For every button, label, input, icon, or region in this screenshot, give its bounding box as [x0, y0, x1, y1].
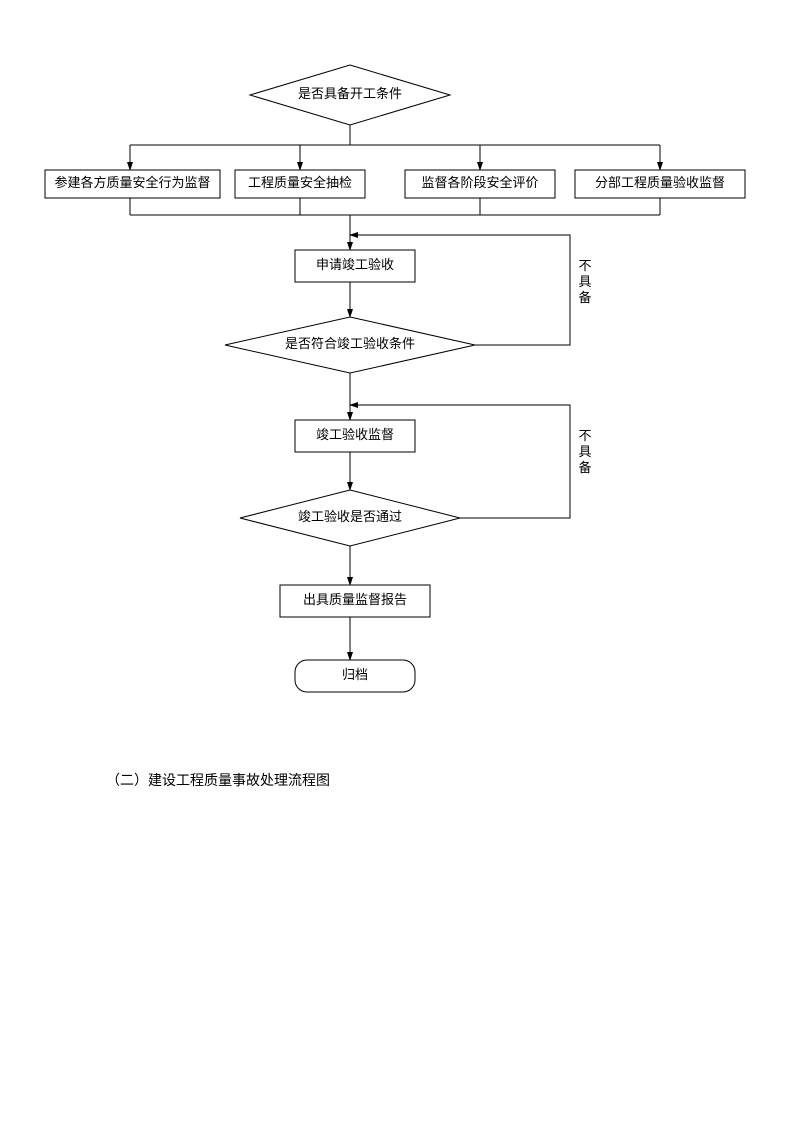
node-r6: 竣工验收监督 [295, 420, 415, 452]
svg-text:参建各方质量安全行为监督: 参建各方质量安全行为监督 [54, 175, 210, 190]
node-d1: 是否具备开工条件 [250, 65, 450, 125]
footer-text: （二）建设工程质量事故处理流程图 [106, 770, 330, 790]
svg-text:是否符合竣工验收条件: 是否符合竣工验收条件 [285, 336, 415, 351]
svg-text:是否具备开工条件: 是否具备开工条件 [298, 86, 402, 101]
edge-6 [130, 198, 660, 215]
edge-label-16: 具 [578, 444, 591, 459]
edge-label-16: 不 [578, 428, 591, 443]
node-r8: 归档 [295, 660, 415, 692]
svg-text:监督各阶段安全评价: 监督各阶段安全评价 [421, 175, 538, 190]
svg-text:归档: 归档 [342, 667, 368, 682]
edge-label-15: 备 [578, 290, 591, 305]
node-d3: 竣工验收是否通过 [240, 490, 460, 546]
node-r7: 出具质量监督报告 [280, 585, 430, 617]
node-r3: 监督各阶段安全评价 [405, 170, 555, 198]
edge-label-16: 备 [578, 460, 591, 475]
flowchart-canvas: 是否具备开工条件参建各方质量安全行为监督 工程质量安全抽检 监督各阶段安全评价 分部工… [0, 0, 800, 1132]
nodes: 是否具备开工条件参建各方质量安全行为监督 工程质量安全抽检 监督各阶段安全评价 分部工… [45, 65, 745, 692]
svg-text:竣工验收监督: 竣工验收监督 [316, 427, 394, 442]
node-r5: 申请竣工验收 [295, 250, 415, 282]
svg-text:竣工验收是否通过: 竣工验收是否通过 [298, 509, 402, 524]
node-d2: 是否符合竣工验收条件 [225, 317, 475, 373]
edge-labels: 不具备不具备 [578, 258, 591, 475]
svg-text:工程质量安全抽检: 工程质量安全抽检 [248, 175, 352, 190]
node-r4: 分部工程质量验收监督 [575, 170, 745, 198]
edge-label-15: 不 [578, 258, 591, 273]
edge-label-15: 具 [578, 274, 591, 289]
node-r1: 参建各方质量安全行为监督 [45, 170, 220, 198]
edges [130, 125, 660, 660]
node-r2: 工程质量安全抽检 [235, 170, 365, 198]
svg-text:申请竣工验收: 申请竣工验收 [316, 257, 394, 272]
svg-text:出具质量监督报告: 出具质量监督报告 [303, 592, 407, 607]
svg-text:分部工程质量验收监督: 分部工程质量验收监督 [595, 175, 725, 190]
